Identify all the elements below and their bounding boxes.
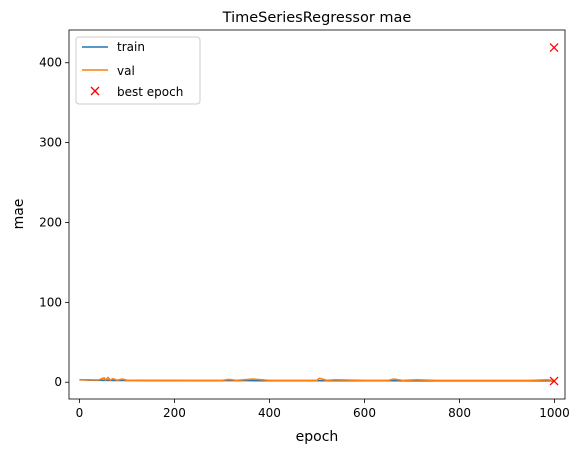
series-layer [79, 376, 555, 382]
y-tick-label: 100 [39, 295, 62, 309]
marker-layer [549, 43, 559, 386]
x-tick-label: 1000 [539, 406, 570, 420]
legend-label-best-epoch: best epoch [117, 85, 183, 99]
y-axis: 0 100 200 300 400 [39, 56, 69, 389]
best-epoch-marker [549, 376, 559, 386]
x-tick-label: 0 [76, 406, 84, 420]
legend-label-val: val [117, 64, 135, 78]
legend-label-train: train [117, 40, 145, 54]
x-tick-label: 200 [163, 406, 186, 420]
legend-marker-x [90, 86, 100, 96]
x-tick-label: 600 [353, 406, 376, 420]
chart-title: TimeSeriesRegressor mae [222, 10, 412, 26]
y-tick-label: 200 [39, 215, 62, 229]
y-tick-label: 300 [39, 136, 62, 150]
legend: train val best epoch [75, 36, 201, 105]
legend-swatch-best-epoch [90, 86, 100, 96]
x-axis: 0 200 400 600 800 1000 [76, 399, 570, 420]
x-axis-label: epoch [296, 429, 339, 445]
best-epoch-marker [549, 43, 559, 53]
x-tick-label: 800 [448, 406, 471, 420]
legend-box [75, 36, 201, 105]
y-axis-label: mae [11, 199, 27, 230]
x-tick-label: 400 [258, 406, 281, 420]
series-line-val [79, 376, 555, 382]
y-tick-label: 0 [54, 375, 62, 389]
plot-frame [68, 29, 566, 400]
y-tick-label: 400 [39, 56, 62, 70]
